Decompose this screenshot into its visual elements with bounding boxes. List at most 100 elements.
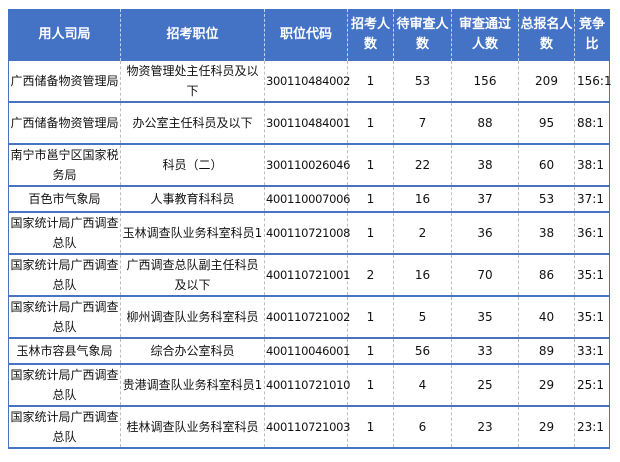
cell-recruit-count: 2 bbox=[347, 254, 394, 297]
cell-total-applicants: 38 bbox=[518, 212, 575, 255]
cell-position-code: 400110721002 bbox=[264, 296, 351, 339]
table-row: 国家统计局广西调查总队 广西调查总队副主任科员及以下 400110721001 2 16… bbox=[8, 254, 610, 297]
cell-recruit-count: 1 bbox=[347, 338, 394, 365]
cell-competition-ratio: 35:1 bbox=[574, 296, 610, 339]
cell-recruit-count: 1 bbox=[347, 364, 394, 407]
table-row: 广西储备物资管理局 物资管理处主任科员及以下 300110484002 1 53 156 2… bbox=[8, 61, 612, 103]
cell-position: 广西调查总队副主任科员及以下 bbox=[120, 254, 265, 297]
header-pending-review: 待审查人数 bbox=[393, 9, 452, 61]
cell-position-code: 300110484002 bbox=[264, 61, 351, 103]
cell-competition-ratio: 88:1 bbox=[574, 102, 610, 145]
cell-position: 贵港调查队业务科室科员1 bbox=[120, 364, 265, 407]
cell-pending-review: 5 bbox=[393, 296, 452, 339]
cell-department: 广西储备物资管理局 bbox=[8, 61, 121, 103]
table-row: 玉林市容县气象局 综合办公室科员 400110046001 1 56 33 89 33:1 bbox=[8, 338, 610, 365]
cell-review-passed: 35 bbox=[451, 296, 519, 339]
cell-department: 广西储备物资管理局 bbox=[8, 102, 121, 145]
cell-pending-review: 53 bbox=[393, 61, 452, 103]
cell-recruit-count: 1 bbox=[347, 186, 394, 213]
cell-pending-review: 56 bbox=[393, 338, 452, 365]
cell-total-applicants: 60 bbox=[518, 144, 575, 187]
table-row: 国家统计局广西调查总队 桂林调查队业务科室科员 400110721003 1 6 23 29… bbox=[8, 406, 610, 449]
cell-position-code: 400110721001 bbox=[264, 254, 351, 297]
cell-department: 国家统计局广西调查总队 bbox=[8, 364, 121, 407]
cell-recruit-count: 1 bbox=[347, 61, 394, 103]
header-total-applicants: 总报名人数 bbox=[518, 9, 575, 61]
cell-review-passed: 38 bbox=[451, 144, 519, 187]
table-header-row: 用人司局 招考职位 职位代码 招考人数 待审查人数 审查通过人数 总报名人数 竞… bbox=[8, 9, 610, 61]
cell-total-applicants: 95 bbox=[518, 102, 575, 145]
cell-pending-review: 16 bbox=[393, 186, 452, 213]
cell-position: 人事教育科科员 bbox=[120, 186, 265, 213]
header-recruit-count: 招考人数 bbox=[347, 9, 394, 61]
cell-total-applicants: 86 bbox=[518, 254, 575, 297]
cell-total-applicants: 40 bbox=[518, 296, 575, 339]
cell-department: 百色市气象局 bbox=[8, 186, 121, 213]
header-competition-ratio: 竞争比 bbox=[574, 9, 610, 61]
cell-competition-ratio: 156:1 bbox=[574, 61, 612, 103]
cell-position-code: 300110484001 bbox=[264, 102, 351, 145]
cell-position: 科员（二） bbox=[120, 144, 265, 187]
cell-recruit-count: 1 bbox=[347, 406, 394, 449]
cell-pending-review: 22 bbox=[393, 144, 452, 187]
cell-competition-ratio: 35:1 bbox=[574, 254, 610, 297]
cell-recruit-count: 1 bbox=[347, 212, 394, 255]
cell-department: 国家统计局广西调查总队 bbox=[8, 406, 121, 449]
cell-total-applicants: 89 bbox=[518, 338, 575, 365]
cell-department: 国家统计局广西调查总队 bbox=[8, 254, 121, 297]
table-row: 南宁市邕宁区国家税务局 科员（二） 300110026046 1 22 38 60 38:1 bbox=[8, 144, 610, 187]
cell-review-passed: 70 bbox=[451, 254, 519, 297]
cell-recruit-count: 1 bbox=[347, 102, 394, 145]
cell-review-passed: 33 bbox=[451, 338, 519, 365]
cell-review-passed: 23 bbox=[451, 406, 519, 449]
cell-competition-ratio: 36:1 bbox=[574, 212, 610, 255]
table-row: 广西储备物资管理局 办公室主任科员及以下 300110484001 1 7 88 95 88:… bbox=[8, 102, 610, 145]
cell-position: 办公室主任科员及以下 bbox=[120, 102, 265, 145]
cell-review-passed: 25 bbox=[451, 364, 519, 407]
cell-competition-ratio: 25:1 bbox=[574, 364, 610, 407]
cell-position-code: 400110046001 bbox=[264, 338, 351, 365]
cell-review-passed: 36 bbox=[451, 212, 519, 255]
table-row: 国家统计局广西调查总队 玉林调查队业务科室科员1 400110721008 1 2 36 3… bbox=[8, 212, 610, 255]
cell-competition-ratio: 23:1 bbox=[574, 406, 610, 449]
cell-position-code: 400110721008 bbox=[264, 212, 351, 255]
table-row: 国家统计局广西调查总队 贵港调查队业务科室科员1 400110721010 1 4 25 2… bbox=[8, 364, 610, 407]
cell-position: 物资管理处主任科员及以下 bbox=[120, 61, 265, 103]
applicant-statistics-table: 用人司局 招考职位 职位代码 招考人数 待审查人数 审查通过人数 总报名人数 竞… bbox=[8, 9, 612, 449]
cell-total-applicants: 29 bbox=[518, 364, 575, 407]
cell-position: 综合办公室科员 bbox=[120, 338, 265, 365]
cell-department: 国家统计局广西调查总队 bbox=[8, 212, 121, 255]
cell-position: 柳州调查队业务科室科员 bbox=[120, 296, 265, 339]
header-department: 用人司局 bbox=[8, 9, 121, 61]
cell-total-applicants: 53 bbox=[518, 186, 575, 213]
table-row: 国家统计局广西调查总队 柳州调查队业务科室科员 400110721002 1 5 35 40… bbox=[8, 296, 610, 339]
cell-pending-review: 7 bbox=[393, 102, 452, 145]
cell-position: 桂林调查队业务科室科员 bbox=[120, 406, 265, 449]
cell-recruit-count: 1 bbox=[347, 296, 394, 339]
cell-review-passed: 88 bbox=[451, 102, 519, 145]
table-row: 百色市气象局 人事教育科科员 400110007006 1 16 37 53 37:1 bbox=[8, 186, 610, 213]
cell-department: 玉林市容县气象局 bbox=[8, 338, 121, 365]
header-position-code: 职位代码 bbox=[264, 9, 348, 61]
cell-recruit-count: 1 bbox=[347, 144, 394, 187]
cell-pending-review: 6 bbox=[393, 406, 452, 449]
cell-total-applicants: 29 bbox=[518, 406, 575, 449]
cell-pending-review: 16 bbox=[393, 254, 452, 297]
cell-pending-review: 4 bbox=[393, 364, 452, 407]
cell-position-code: 300110026046 bbox=[264, 144, 351, 187]
cell-department: 南宁市邕宁区国家税务局 bbox=[8, 144, 121, 187]
cell-competition-ratio: 38:1 bbox=[574, 144, 610, 187]
cell-review-passed: 37 bbox=[451, 186, 519, 213]
cell-position-code: 400110721010 bbox=[264, 364, 351, 407]
cell-pending-review: 2 bbox=[393, 212, 452, 255]
header-review-passed: 审查通过人数 bbox=[451, 9, 519, 61]
header-position: 招考职位 bbox=[120, 9, 265, 61]
cell-position-code: 400110007006 bbox=[264, 186, 351, 213]
cell-review-passed: 156 bbox=[451, 61, 519, 103]
cell-competition-ratio: 33:1 bbox=[574, 338, 610, 365]
cell-position: 玉林调查队业务科室科员1 bbox=[120, 212, 265, 255]
cell-department: 国家统计局广西调查总队 bbox=[8, 296, 121, 339]
cell-total-applicants: 209 bbox=[518, 61, 575, 103]
cell-position-code: 400110721003 bbox=[264, 406, 351, 449]
cell-competition-ratio: 37:1 bbox=[574, 186, 610, 213]
